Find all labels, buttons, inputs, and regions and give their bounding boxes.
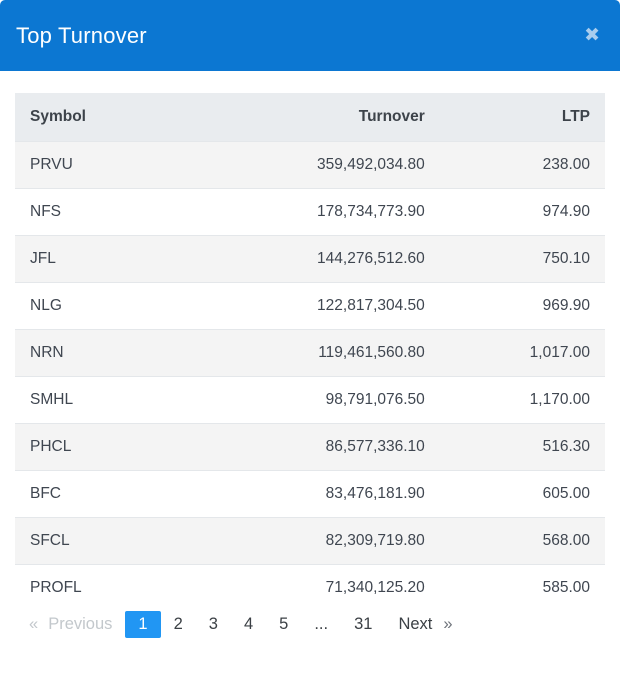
pagination-page-3[interactable]: 3 [208,615,218,633]
symbol-cell: PHCL [15,423,251,471]
symbol-cell: NLG [15,282,251,330]
table-row: PRVU 359,492,034.80 238.00 [15,141,605,189]
ltp-cell: 1,170.00 [439,376,605,424]
pagination-page-31[interactable]: 31 [354,615,373,633]
column-header-ltp: LTP [439,93,605,142]
turnover-cell: 71,340,125.20 [251,564,440,611]
pagination-ellipsis: ... [314,615,329,633]
turnover-cell: 359,492,034.80 [251,141,440,189]
symbol-cell: PRVU [15,141,251,189]
close-icon[interactable]: ✖ [584,25,600,46]
table-row: NLG 122,817,304.50 969.90 [15,282,605,330]
top-turnover-modal: Top Turnover ✖ Symbol Turnover LTP PRVU … [0,0,620,638]
symbol-cell: SFCL [15,517,251,565]
next-arrow-icon: » [443,615,453,633]
ltp-cell: 238.00 [439,141,605,189]
ltp-cell: 516.30 [439,423,605,471]
pagination-page-1[interactable]: 1 [125,611,161,638]
ltp-cell: 974.90 [439,188,605,236]
previous-label: Previous [48,615,113,633]
turnover-cell: 82,309,719.80 [251,517,440,565]
table-row: JFL 144,276,512.60 750.10 [15,235,605,283]
ltp-cell: 750.10 [439,235,605,283]
symbol-cell: SMHL [15,376,251,424]
table-row: PROFL 71,340,125.20 585.00 [15,564,605,611]
column-header-symbol: Symbol [15,93,251,142]
pagination: « Previous 1 2 3 4 5 ... 31 Next » [15,611,605,638]
turnover-cell: 83,476,181.90 [251,470,440,518]
symbol-cell: BFC [15,470,251,518]
turnover-cell: 98,791,076.50 [251,376,440,424]
table-row: SFCL 82,309,719.80 568.00 [15,517,605,565]
modal-header: Top Turnover ✖ [0,0,620,71]
turnover-cell: 178,734,773.90 [251,188,440,236]
ltp-cell: 969.90 [439,282,605,330]
pagination-page-5[interactable]: 5 [279,615,289,633]
turnover-cell: 144,276,512.60 [251,235,440,283]
pagination-page-2[interactable]: 2 [173,615,183,633]
ltp-cell: 585.00 [439,564,605,611]
table-row: PHCL 86,577,336.10 516.30 [15,423,605,471]
table-row: NFS 178,734,773.90 974.90 [15,188,605,236]
turnover-cell: 122,817,304.50 [251,282,440,330]
modal-body: Symbol Turnover LTP PRVU 359,492,034.80 … [0,71,620,638]
symbol-cell: JFL [15,235,251,283]
previous-arrow-icon: « [29,615,39,633]
symbol-cell: NFS [15,188,251,236]
table-row: NRN 119,461,560.80 1,017.00 [15,329,605,377]
turnover-cell: 86,577,336.10 [251,423,440,471]
pagination-previous: « Previous [15,611,125,638]
table-header-row: Symbol Turnover LTP [15,93,605,142]
table-row: BFC 83,476,181.90 605.00 [15,470,605,518]
page-title: Top Turnover [16,22,147,48]
top-turnover-table: Symbol Turnover LTP PRVU 359,492,034.80 … [15,93,605,611]
ltp-cell: 568.00 [439,517,605,565]
pagination-next[interactable]: Next » [385,611,465,638]
ltp-cell: 605.00 [439,470,605,518]
ltp-cell: 1,017.00 [439,329,605,377]
symbol-cell: PROFL [15,564,251,611]
column-header-turnover: Turnover [251,93,440,142]
turnover-cell: 119,461,560.80 [251,329,440,377]
symbol-cell: NRN [15,329,251,377]
next-label: Next [398,615,433,633]
pagination-page-4[interactable]: 4 [243,615,254,633]
table-row: SMHL 98,791,076.50 1,170.00 [15,376,605,424]
